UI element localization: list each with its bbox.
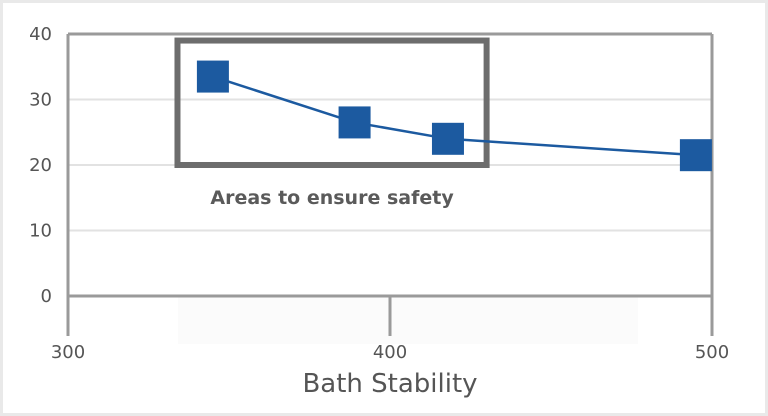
tick-labels: 300 400 500 0 10 20 30 40 bbox=[29, 24, 729, 363]
x-tick-label: 300 bbox=[51, 342, 85, 363]
safety-area-label: Areas to ensure safety bbox=[210, 187, 454, 209]
safety-area-box bbox=[174, 37, 490, 168]
y-tick-label: 10 bbox=[29, 221, 52, 242]
series-line bbox=[212, 75, 696, 157]
chart-background bbox=[3, 3, 765, 413]
x-axis-title: Bath Stability bbox=[302, 369, 477, 399]
y-tick-label: 20 bbox=[29, 155, 52, 176]
x-tick-label: 500 bbox=[695, 342, 729, 363]
data-point-marker bbox=[431, 122, 464, 155]
x-axis-band bbox=[178, 296, 638, 344]
x-tick-label: 400 bbox=[373, 342, 407, 363]
annotation-layer: Areas to ensure safety bbox=[174, 37, 490, 209]
series-layer bbox=[196, 60, 712, 172]
data-point-marker bbox=[338, 106, 371, 139]
axes bbox=[66, 32, 714, 336]
data-point-marker bbox=[196, 60, 229, 93]
y-tick-label: 30 bbox=[29, 90, 52, 111]
data-point-marker bbox=[679, 139, 712, 172]
y-tick-label: 0 bbox=[41, 286, 52, 307]
y-tick-label: 40 bbox=[29, 24, 52, 45]
